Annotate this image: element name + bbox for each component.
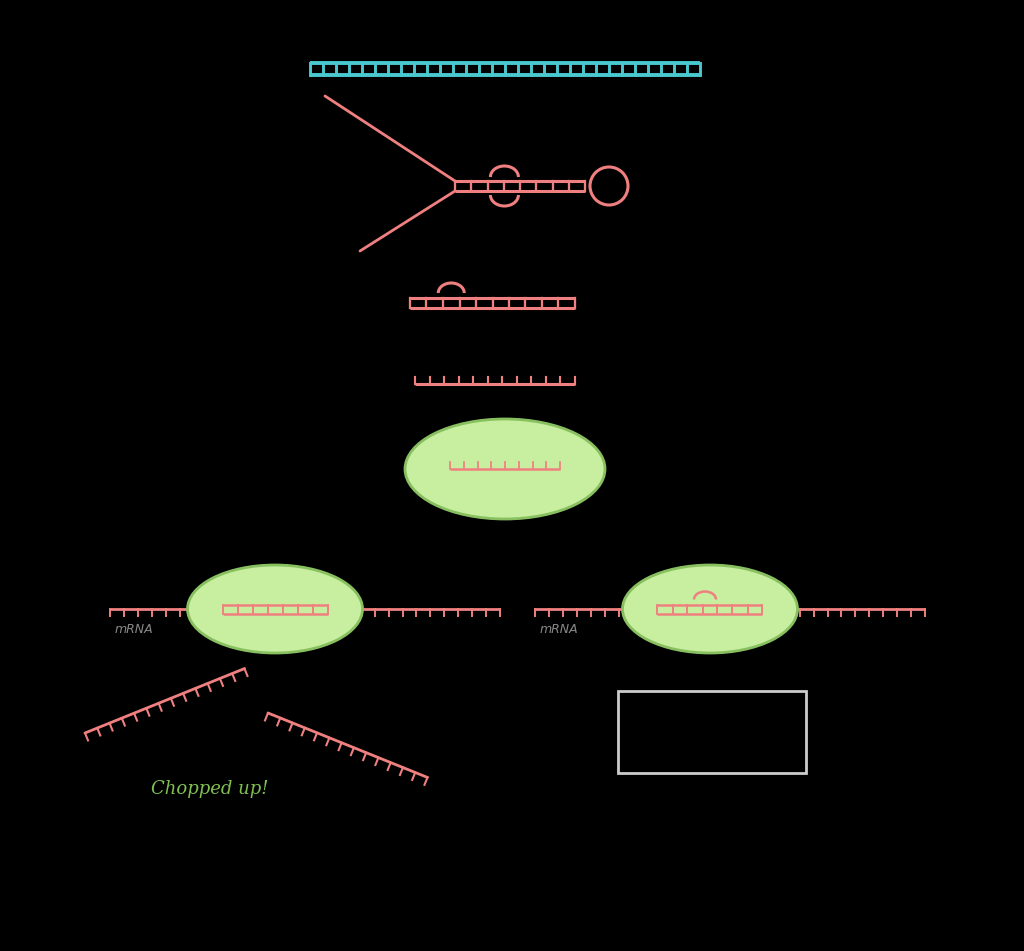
Text: Chopped up!: Chopped up! xyxy=(152,780,268,798)
Text: mRNA: mRNA xyxy=(540,623,579,636)
Ellipse shape xyxy=(623,565,798,653)
Bar xyxy=(618,691,806,773)
Ellipse shape xyxy=(406,419,605,519)
Ellipse shape xyxy=(187,565,362,653)
Text: mRNA: mRNA xyxy=(115,623,154,636)
